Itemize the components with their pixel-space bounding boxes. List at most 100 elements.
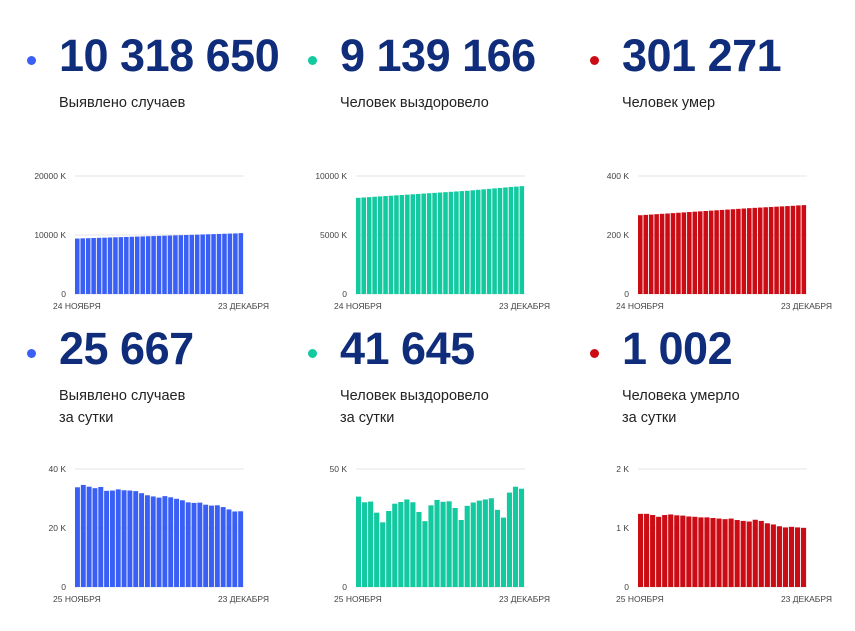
bar bbox=[741, 208, 747, 294]
bar bbox=[151, 236, 156, 294]
bar bbox=[374, 512, 380, 587]
bar bbox=[232, 511, 238, 587]
bar bbox=[448, 191, 454, 294]
bar bbox=[167, 235, 173, 294]
bar bbox=[638, 513, 644, 587]
stat-panel-cases-total: 10 318 650 Выявлено случаев 20000 K 10000 K… bbox=[27, 30, 297, 330]
x-start-label: 25 НОЯБРЯ bbox=[334, 594, 382, 604]
bar bbox=[800, 527, 807, 587]
bar bbox=[226, 509, 232, 587]
bar bbox=[779, 206, 785, 294]
bar bbox=[200, 234, 205, 294]
bar bbox=[233, 233, 238, 294]
stat-label-line: за сутки bbox=[59, 410, 114, 426]
x-end-label: 23 ДЕКАБРЯ bbox=[781, 301, 832, 311]
bar bbox=[488, 498, 494, 587]
bar bbox=[703, 210, 708, 294]
bar bbox=[104, 490, 110, 587]
bar bbox=[415, 193, 421, 294]
bar bbox=[662, 515, 668, 587]
bar bbox=[156, 235, 162, 294]
bar bbox=[75, 238, 80, 294]
bar bbox=[197, 502, 203, 587]
bar bbox=[716, 518, 722, 587]
bar bbox=[687, 212, 692, 294]
x-end-label: 23 ДЕКАБРЯ bbox=[218, 594, 269, 604]
bar bbox=[704, 517, 710, 587]
bar bbox=[725, 209, 730, 294]
bar bbox=[730, 209, 736, 294]
stat-label-line: Выявлено случаев bbox=[59, 95, 186, 111]
bar bbox=[107, 237, 113, 294]
bar bbox=[211, 234, 216, 294]
bar bbox=[676, 212, 681, 294]
bar bbox=[404, 499, 410, 587]
bar bbox=[470, 190, 476, 294]
bar-chart-recovered-total: 10000 K 5000 K 0 24 НОЯБРЯ 23 ДЕКАБРЯ bbox=[315, 171, 550, 311]
bar bbox=[763, 207, 768, 294]
stat-label-line: Человек выздоровело bbox=[340, 388, 489, 404]
bar bbox=[758, 520, 764, 587]
bar bbox=[434, 499, 440, 587]
bar bbox=[638, 215, 643, 294]
bar-chart-cases-total: 20000 K 10000 K 0 24 НОЯБРЯ 23 ДЕКАБРЯ bbox=[34, 171, 269, 311]
bar bbox=[752, 207, 758, 294]
x-end-label: 23 ДЕКАБРЯ bbox=[499, 594, 550, 604]
bar bbox=[388, 195, 394, 294]
bar bbox=[757, 207, 763, 294]
bullet-dot-icon bbox=[590, 56, 599, 65]
bar bbox=[80, 484, 86, 587]
bar bbox=[102, 237, 107, 294]
bar bbox=[774, 206, 779, 294]
bar bbox=[437, 192, 443, 294]
bar bbox=[446, 501, 452, 587]
bar bbox=[708, 210, 714, 294]
bar bbox=[156, 497, 162, 587]
bar bbox=[776, 526, 782, 587]
y-tick-label: 0 bbox=[61, 582, 66, 592]
bar bbox=[680, 515, 686, 587]
bar bbox=[518, 488, 525, 587]
y-tick-label: 0 bbox=[342, 289, 347, 299]
bar bbox=[85, 238, 91, 294]
bar bbox=[168, 497, 174, 587]
bar bbox=[458, 519, 464, 587]
bar bbox=[115, 489, 121, 587]
bar bbox=[194, 234, 200, 294]
x-start-label: 24 НОЯБРЯ bbox=[334, 301, 382, 311]
stat-label: Человек выздоровело за сутки bbox=[340, 385, 489, 429]
bar bbox=[736, 208, 741, 294]
stat-label: Человека умерло за сутки bbox=[622, 385, 740, 429]
stat-label: Человек умер bbox=[622, 92, 715, 114]
y-tick-label: 0 bbox=[624, 289, 629, 299]
bullet-dot-icon bbox=[308, 349, 317, 358]
bar bbox=[405, 194, 410, 294]
bar bbox=[644, 513, 650, 587]
bar bbox=[91, 238, 96, 294]
bar bbox=[214, 505, 220, 587]
bar bbox=[654, 214, 659, 294]
bar bbox=[665, 213, 670, 294]
stat-panel-recovered-daily: 41 645 Человек выздоровело за сутки 50 K 0 25… bbox=[308, 323, 578, 623]
bar bbox=[482, 499, 488, 587]
bar bbox=[150, 496, 156, 587]
bar bbox=[191, 502, 197, 587]
bar bbox=[216, 233, 222, 294]
bar bbox=[719, 209, 725, 294]
bar bbox=[394, 195, 399, 294]
stat-label: Выявлено случаев за сутки bbox=[59, 385, 185, 429]
bar bbox=[220, 507, 226, 587]
bar bbox=[740, 520, 746, 587]
bar bbox=[476, 500, 482, 587]
bar-chart-deaths-daily: 2 K 1 K 0 25 НОЯБРЯ 23 ДЕКАБРЯ bbox=[616, 464, 832, 604]
bar bbox=[380, 522, 386, 587]
stat-label: Выявлено случаев bbox=[59, 92, 185, 114]
bar bbox=[686, 516, 692, 587]
bar bbox=[497, 187, 503, 294]
bar bbox=[788, 526, 795, 587]
bar bbox=[362, 502, 368, 587]
stat-label-line: за сутки bbox=[340, 410, 395, 426]
bar bbox=[398, 502, 404, 587]
bar bbox=[238, 511, 244, 587]
bar bbox=[421, 193, 426, 294]
